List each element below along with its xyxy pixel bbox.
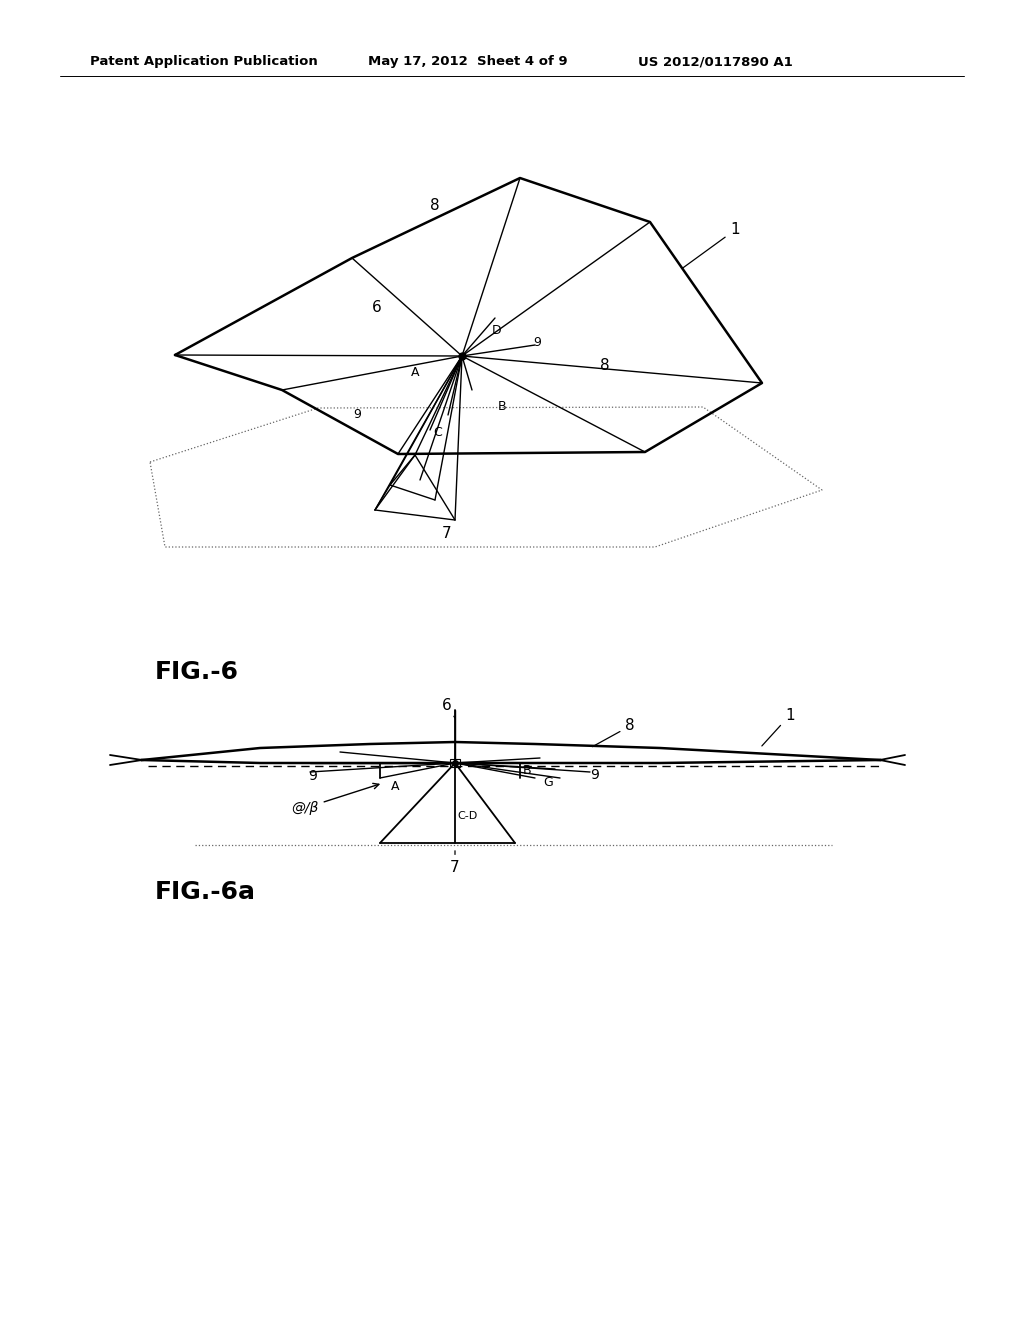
Text: C: C [433, 425, 442, 438]
Text: A: A [411, 366, 419, 379]
Text: 8: 8 [600, 359, 610, 374]
Bar [450, 759, 460, 767]
Text: G: G [543, 776, 553, 788]
Text: May 17, 2012  Sheet 4 of 9: May 17, 2012 Sheet 4 of 9 [368, 55, 567, 69]
Text: 1: 1 [682, 223, 739, 268]
Text: FIG.-6a: FIG.-6a [155, 880, 256, 904]
Text: D: D [493, 323, 502, 337]
Text: FIG.-6: FIG.-6 [155, 660, 239, 684]
Text: 7: 7 [442, 527, 452, 541]
Text: 9: 9 [308, 770, 317, 783]
Text: @/β: @/β [291, 783, 379, 814]
Text: 9: 9 [591, 768, 599, 781]
Text: 6: 6 [372, 301, 382, 315]
Text: 9: 9 [353, 408, 360, 421]
Text: 8: 8 [593, 718, 635, 747]
Text: 8: 8 [430, 198, 440, 213]
Text: US 2012/0117890 A1: US 2012/0117890 A1 [638, 55, 793, 69]
Text: B: B [522, 763, 531, 776]
Text: B: B [498, 400, 506, 413]
Text: 9: 9 [534, 335, 541, 348]
Text: 6: 6 [442, 698, 455, 718]
Text: C-D: C-D [457, 810, 477, 821]
Text: Patent Application Publication: Patent Application Publication [90, 55, 317, 69]
Text: 7: 7 [451, 851, 460, 875]
Text: 1: 1 [762, 708, 795, 746]
Text: A: A [391, 780, 399, 792]
